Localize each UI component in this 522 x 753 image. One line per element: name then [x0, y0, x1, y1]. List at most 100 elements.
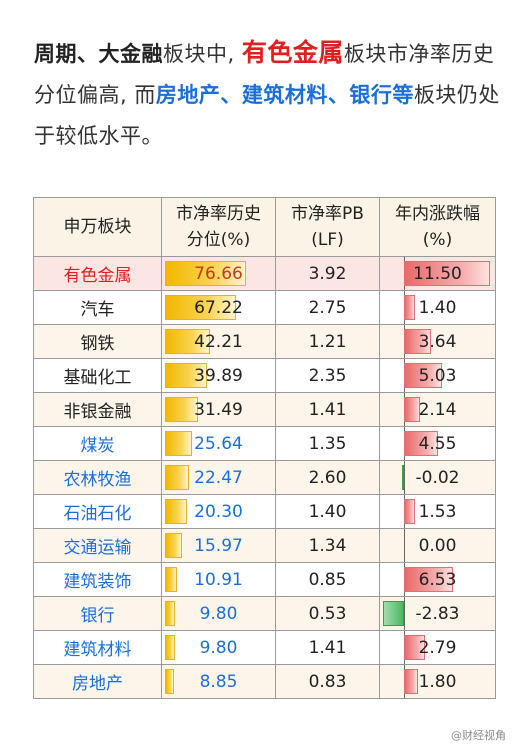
ytd-change-cell: 2.79 — [379, 630, 496, 665]
table-row: 交通运输 15.97 1.34 0.00 — [33, 528, 496, 563]
header-pb-percentile: 市净率历史 分位(%) — [161, 197, 276, 257]
ytd-change-value: 6.53 — [418, 569, 457, 590]
pb-percentile-cell: 15.97 — [161, 528, 276, 563]
headline-part6: 板块仍处于较低水平。 — [34, 83, 500, 148]
pb-value: 1.34 — [308, 535, 347, 556]
sector-cell: 农林牧渔 — [33, 460, 162, 495]
pb-percentile-value: 67.22 — [194, 297, 243, 318]
headline: 周期、大金融板块中, 有色金属板块市净率历史分位偏高, 而房地产、建筑材料、银行… — [34, 32, 504, 157]
pb-percentile-cell: 20.30 — [161, 494, 276, 529]
sector-cell: 建筑材料 — [33, 630, 162, 665]
pb-value: 0.83 — [308, 671, 347, 692]
sector-cell: 房地产 — [33, 664, 162, 699]
ytd-change-cell: -0.02 — [379, 460, 496, 495]
sector-name: 非银金融 — [63, 402, 132, 422]
pb-percentile-cell: 67.22 — [161, 290, 276, 325]
pb-percentile-cell: 22.47 — [161, 460, 276, 495]
sector-cell: 非银金融 — [33, 392, 162, 427]
percentile-bar — [165, 635, 176, 660]
ytd-change-value: -2.83 — [415, 603, 460, 624]
pb-percentile-value: 76.66 — [194, 263, 243, 284]
sector-name: 钢铁 — [80, 334, 115, 354]
ytd-change-cell: 6.53 — [379, 562, 496, 597]
pb-percentile-value: 25.64 — [194, 433, 243, 454]
percentile-bar — [165, 533, 182, 558]
ytd-change-cell: 1.40 — [379, 290, 496, 325]
table-row: 煤炭 25.64 1.35 4.55 — [33, 426, 496, 461]
pb-value: 1.40 — [308, 501, 347, 522]
pb-percentile-value: 9.80 — [199, 637, 238, 658]
table-row: 汽车 67.22 2.75 1.40 — [33, 290, 496, 325]
table-row: 石油石化 20.30 1.40 1.53 — [33, 494, 496, 529]
header-ytd-change: 年内涨跌幅 (%) — [379, 197, 496, 257]
pb-percentile-cell: 31.49 — [161, 392, 276, 427]
pb-percentile-value: 10.91 — [194, 569, 243, 590]
percentile-bar — [165, 431, 193, 456]
pb-percentile-cell: 8.85 — [161, 664, 276, 699]
negative-change-bar — [382, 601, 404, 626]
sector-name: 有色金属 — [63, 266, 132, 286]
headline-highlight-nonferrous: 有色金属 — [241, 38, 344, 67]
table-row: 钢铁 42.21 1.21 3.64 — [33, 324, 496, 359]
pb-value: 0.53 — [308, 603, 347, 624]
sector-cell: 基础化工 — [33, 358, 162, 393]
table-row: 非银金融 31.49 1.41 2.14 — [33, 392, 496, 427]
positive-change-bar — [404, 669, 418, 694]
ytd-change-value: 1.53 — [418, 501, 457, 522]
table-row: 基础化工 39.89 2.35 5.03 — [33, 358, 496, 393]
positive-change-bar — [404, 363, 442, 388]
pb-percentile-value: 42.21 — [194, 331, 243, 352]
zero-axis-line — [404, 461, 405, 494]
ytd-change-value: 1.80 — [418, 671, 457, 692]
pb-percentile-value: 15.97 — [194, 535, 243, 556]
table-row: 房地产 8.85 0.83 1.80 — [33, 664, 496, 699]
table-row: 农林牧渔 22.47 2.60 -0.02 — [33, 460, 496, 495]
sector-cell: 有色金属 — [33, 256, 162, 291]
sector-name: 银行 — [80, 606, 115, 626]
positive-change-bar — [404, 499, 416, 524]
sector-cell: 建筑装饰 — [33, 562, 162, 597]
table-header-row: 申万板块 市净率历史 分位(%) 市净率PB (LF) 年内涨跌幅 (%) — [33, 197, 496, 257]
pb-cell: 2.35 — [275, 358, 380, 393]
pb-percentile-cell: 10.91 — [161, 562, 276, 597]
sector-name: 汽车 — [80, 300, 115, 320]
pb-percentile-value: 39.89 — [194, 365, 243, 386]
percentile-bar — [165, 567, 177, 592]
sector-name: 建筑材料 — [63, 640, 132, 660]
sector-cell: 银行 — [33, 596, 162, 631]
zero-axis-line — [404, 597, 405, 630]
zero-axis-line — [404, 529, 405, 562]
positive-change-bar — [404, 431, 439, 456]
sector-name: 石油石化 — [63, 504, 132, 524]
pb-value: 1.35 — [308, 433, 347, 454]
ytd-change-cell: -2.83 — [379, 596, 496, 631]
pb-percentile-value: 8.85 — [199, 671, 238, 692]
sector-name: 交通运输 — [63, 538, 132, 558]
pb-cell: 3.92 — [275, 256, 380, 291]
pb-cell: 1.34 — [275, 528, 380, 563]
pb-percentile-cell: 39.89 — [161, 358, 276, 393]
watermark: @财经视角 — [451, 729, 506, 742]
header-sector: 申万板块 — [33, 197, 162, 257]
pb-cell: 2.60 — [275, 460, 380, 495]
sector-name: 煤炭 — [80, 436, 115, 456]
pb-percentile-value: 31.49 — [194, 399, 243, 420]
ytd-change-cell: 11.50 — [379, 256, 496, 291]
table-row: 建筑材料 9.80 1.41 2.79 — [33, 630, 496, 665]
sector-cell: 钢铁 — [33, 324, 162, 359]
pb-percentile-cell: 25.64 — [161, 426, 276, 461]
pb-value: 2.75 — [308, 297, 347, 318]
pb-cell: 1.35 — [275, 426, 380, 461]
ytd-change-cell: 1.80 — [379, 664, 496, 699]
ytd-change-cell: 5.03 — [379, 358, 496, 393]
headline-part1: 周期、大金融 — [34, 42, 163, 66]
valuation-table: 申万板块 市净率历史 分位(%) 市净率PB (LF) 年内涨跌幅 (%) 有色金属 7… — [33, 197, 496, 699]
pb-value: 1.41 — [308, 637, 347, 658]
pb-value: 2.35 — [308, 365, 347, 386]
ytd-change-value: 1.40 — [418, 297, 457, 318]
header-pb: 市净率PB (LF) — [275, 197, 380, 257]
pb-cell: 1.41 — [275, 392, 380, 427]
pb-percentile-cell: 76.66 — [161, 256, 276, 291]
pb-cell: 0.53 — [275, 596, 380, 631]
positive-change-bar — [404, 295, 415, 320]
